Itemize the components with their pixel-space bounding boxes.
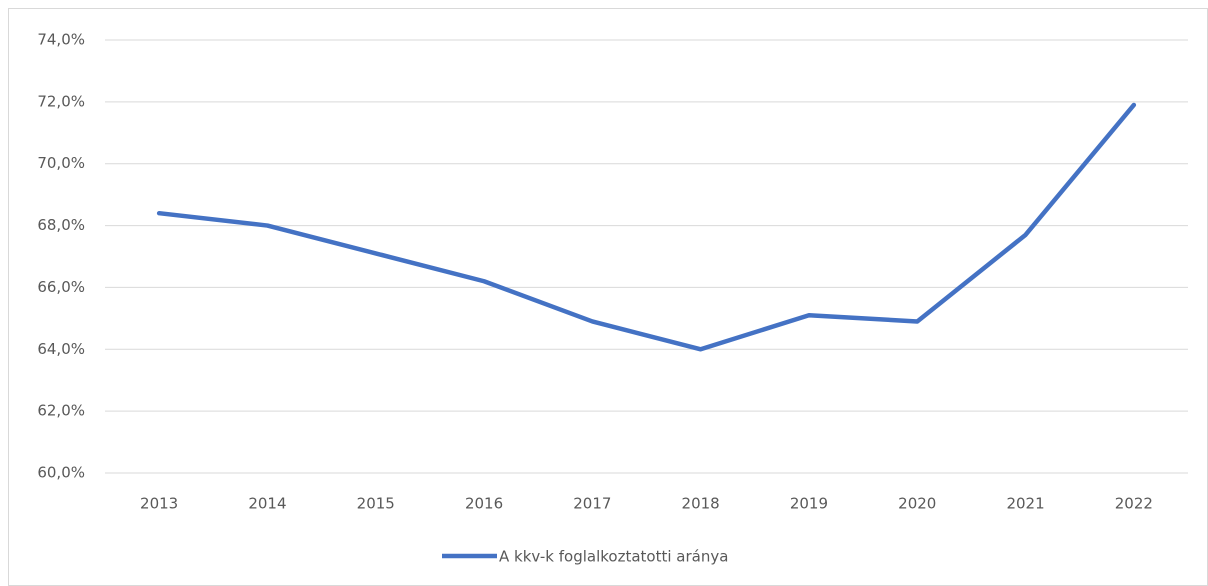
y-tick-label: 66,0% [37, 278, 85, 296]
y-tick-label: 72,0% [37, 92, 85, 110]
x-tick-label: 2014 [248, 495, 286, 513]
y-tick-label: 64,0% [37, 340, 85, 358]
chart-border [8, 8, 1208, 586]
x-tick-label: 2013 [140, 495, 178, 513]
x-tick-label: 2021 [1006, 495, 1044, 513]
y-tick-label: 68,0% [37, 216, 85, 234]
y-tick-label: 70,0% [37, 154, 85, 172]
legend-label: A kkv-k foglalkoztatotti aránya [499, 548, 728, 566]
y-tick-label: 74,0% [37, 31, 85, 49]
x-tick-label: 2020 [898, 495, 936, 513]
x-tick-label: 2019 [790, 495, 828, 513]
y-tick-label: 62,0% [37, 402, 85, 420]
x-tick-label: 2015 [357, 495, 395, 513]
series-line [156, 102, 1137, 352]
x-tick-label: 2016 [465, 495, 503, 513]
y-tick-label: 60,0% [37, 464, 85, 482]
x-tick-label: 2022 [1115, 495, 1153, 513]
x-tick-label: 2017 [573, 495, 611, 513]
x-tick-label: 2018 [682, 495, 720, 513]
